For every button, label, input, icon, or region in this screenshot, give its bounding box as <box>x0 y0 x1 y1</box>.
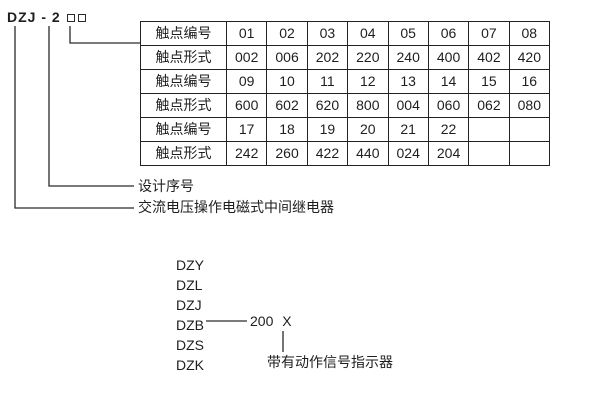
value-cell: 800 <box>347 93 389 118</box>
table-row: 触点形式 600 602 620 800 004 060 062 080 <box>140 93 551 118</box>
value-cell: 060 <box>427 93 470 118</box>
value-cell <box>468 141 510 166</box>
value-cell: 21 <box>387 117 429 142</box>
table-row: 触点形式 242 260 422 440 024 204 <box>140 141 551 166</box>
placeholder-box-icon <box>66 13 75 22</box>
table-row: 触点编号 09 10 11 12 13 14 15 16 <box>140 69 551 94</box>
value-cell: 420 <box>508 45 551 70</box>
value-cell: 19 <box>306 117 349 142</box>
value-cell: 620 <box>306 93 349 118</box>
relay-description-label: 交流电压操作电磁式中间继电器 <box>138 199 334 215</box>
value-cell: 402 <box>468 45 510 70</box>
value-cell: 600 <box>225 93 268 118</box>
value-cell: 11 <box>306 69 349 94</box>
value-cell: 09 <box>225 69 268 94</box>
value-cell: 062 <box>468 93 510 118</box>
value-cell: 002 <box>225 45 268 70</box>
value-cell: 004 <box>387 93 429 118</box>
value-cell: 260 <box>266 141 308 166</box>
value-cell: 440 <box>347 141 389 166</box>
value-cell: 240 <box>387 45 429 70</box>
series-item: DZS <box>176 337 204 353</box>
value-cell <box>508 117 551 142</box>
placeholder-box-icon <box>77 13 86 22</box>
value-cell: 15 <box>468 69 510 94</box>
row-header-cell: 触点编号 <box>140 117 227 142</box>
series-item: DZL <box>176 277 203 293</box>
value-cell: 006 <box>266 45 308 70</box>
series-list: DZY DZL DZJ DZB DZS DZK <box>176 255 204 375</box>
value-cell: 16 <box>508 69 551 94</box>
value-cell: 02 <box>266 21 308 46</box>
relay-description-connector-line <box>14 26 134 209</box>
value-cell <box>468 117 510 142</box>
series-item: DZY <box>176 257 204 273</box>
value-cell: 06 <box>427 21 470 46</box>
contact-table: 触点编号 01 02 03 04 05 06 07 08 触点形式 002 006 202 220 240 4… <box>140 21 551 166</box>
value-cell: 13 <box>387 69 429 94</box>
value-cell: 080 <box>508 93 551 118</box>
model-code-prefix: DZJ - 2 <box>7 9 61 25</box>
value-cell: 422 <box>306 141 349 166</box>
row-header-cell: 触点形式 <box>140 93 227 118</box>
series-item: DZJ <box>176 297 202 313</box>
value-cell: 14 <box>427 69 470 94</box>
value-cell: 01 <box>225 21 268 46</box>
value-cell: 04 <box>347 21 389 46</box>
design-serial-label: 设计序号 <box>138 178 194 194</box>
value-cell: 10 <box>266 69 308 94</box>
row-header-cell: 触点编号 <box>140 69 227 94</box>
value-cell: 17 <box>225 117 268 142</box>
table-connector-line <box>69 26 140 44</box>
value-cell: 202 <box>306 45 349 70</box>
value-cell <box>508 141 551 166</box>
table-row: 触点形式 002 006 202 220 240 400 402 420 <box>140 45 551 70</box>
table-row: 触点编号 01 02 03 04 05 06 07 08 <box>140 21 551 46</box>
row-header-cell: 触点形式 <box>140 141 227 166</box>
value-cell: 03 <box>306 21 349 46</box>
value-cell: 22 <box>427 117 470 142</box>
contact-table-body: 触点编号 01 02 03 04 05 06 07 08 触点形式 002 006 202 220 240 4… <box>140 21 551 166</box>
dzb-suffix-label: 200 X <box>250 313 292 329</box>
series-item: DZB <box>176 317 204 333</box>
value-cell: 220 <box>347 45 389 70</box>
value-cell: 400 <box>427 45 470 70</box>
model-code: DZJ - 2 <box>7 9 86 25</box>
value-cell: 07 <box>468 21 510 46</box>
series-item: DZK <box>176 357 204 373</box>
value-cell: 204 <box>427 141 470 166</box>
value-cell: 242 <box>225 141 268 166</box>
value-cell: 18 <box>266 117 308 142</box>
design-serial-connector-line <box>48 26 134 187</box>
value-cell: 20 <box>347 117 389 142</box>
row-header-cell: 触点形式 <box>140 45 227 70</box>
table-row: 触点编号 17 18 19 20 21 22 <box>140 117 551 142</box>
row-header-cell: 触点编号 <box>140 21 227 46</box>
value-cell: 05 <box>387 21 429 46</box>
value-cell: 12 <box>347 69 389 94</box>
value-cell: 08 <box>508 21 551 46</box>
value-cell: 602 <box>266 93 308 118</box>
value-cell: 024 <box>387 141 429 166</box>
indicator-note-label: 带有动作信号指示器 <box>267 354 393 370</box>
